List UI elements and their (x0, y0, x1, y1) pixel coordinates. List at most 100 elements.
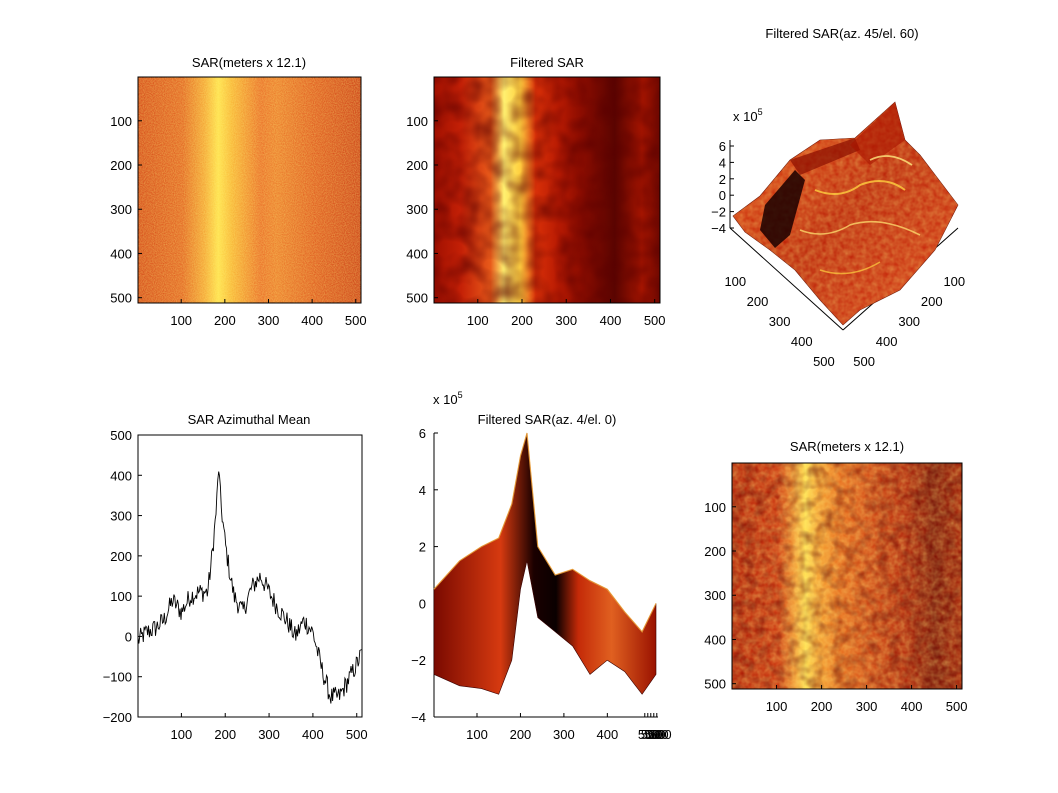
tick-label: 100 (406, 114, 428, 129)
tick-label: 300 (555, 313, 577, 328)
tick-label: 500 (638, 727, 660, 742)
tick-label: 500 (641, 727, 663, 742)
tick-label: 0 (125, 629, 132, 644)
tick-label: 100 (467, 313, 489, 328)
tick-label: 500 (853, 354, 875, 369)
tick-label: 300 (704, 588, 726, 603)
tick-label: 6 (719, 139, 726, 154)
tick-label: 4 (419, 483, 426, 498)
axes-frame (137, 76, 362, 304)
tick-label: 300 (856, 699, 878, 714)
tick-label: 400 (301, 313, 323, 328)
tick-label: 100 (110, 589, 132, 604)
panel-title: SAR(meters x 12.1) (790, 439, 904, 454)
tick-label: −100 (103, 670, 132, 685)
tick-label: −200 (103, 710, 132, 725)
heatmap-image (434, 77, 660, 303)
tick-label: 300 (898, 314, 920, 329)
tick-label: 100 (171, 727, 193, 742)
tick-label: −4 (711, 221, 726, 236)
tick-label: 500 (644, 313, 666, 328)
tick-label: 0 (719, 188, 726, 203)
panel-surface-az4: x 105 Filtered SAR(az. 4/el. 0) 6 4 2 0 −2 −4… (411, 390, 671, 742)
tick-label: 400 (791, 334, 813, 349)
panel-filtered-sar: Filtered SAR 100 200 300 400 500 100 200 300 40… (406, 55, 665, 328)
tick-label: 100 (766, 699, 788, 714)
tick-label: 500 (406, 291, 428, 306)
panel-title: Filtered SAR (510, 55, 584, 70)
scale-factor: x 105 (433, 390, 463, 407)
tick-label: 400 (302, 727, 324, 742)
tick-label: 200 (510, 727, 532, 742)
tick-label: 300 (553, 727, 575, 742)
tick-label: 300 (406, 202, 428, 217)
tick-label: 300 (110, 509, 132, 524)
y-axis: 100 200 300 400 500 (406, 114, 438, 306)
tick-label: 100 (170, 313, 192, 328)
axes-frame (433, 76, 661, 304)
tick-label: 200 (406, 158, 428, 173)
y-axis: 6 4 2 0 −2 −4 (411, 426, 438, 725)
scale-factor: x 105 (733, 107, 763, 124)
surface-plot (433, 432, 657, 695)
y-axis: 100 200 300 400 500 (110, 114, 142, 306)
tick-label: 4 (719, 155, 726, 170)
panel-title: Filtered SAR(az. 45/el. 60) (765, 26, 918, 41)
tick-label: −2 (411, 653, 426, 668)
panel-azimuthal-mean: SAR Azimuthal Mean 500 400 300 200 100 0 −100 −… (103, 412, 368, 742)
panel-surface-az45: Filtered SAR(az. 45/el. 60) x 105 64 20 −2… (711, 26, 965, 369)
tick-label: 300 (769, 314, 791, 329)
tick-label: 0 (419, 596, 426, 611)
tick-label: 200 (214, 313, 236, 328)
x-axis: 100 200 300 400 500 (171, 713, 368, 742)
tick-label: 300 (258, 727, 280, 742)
tick-label: 300 (258, 313, 280, 328)
tick-label: 400 (901, 699, 923, 714)
x-axis: 100 200 300 400 500 (766, 685, 967, 714)
tick-label: 500 (647, 727, 669, 742)
panel-title: Filtered SAR(az. 4/el. 0) (478, 412, 617, 427)
tick-label: 400 (600, 313, 622, 328)
tick-label: 100 (943, 274, 965, 289)
tick-label: 200 (747, 294, 769, 309)
tick-label: −4 (411, 710, 426, 725)
axes-frame (137, 434, 363, 718)
tick-label: 400 (704, 632, 726, 647)
tick-label: 200 (811, 699, 833, 714)
tick-label: 500 (650, 727, 672, 742)
heatmap-image (138, 77, 361, 303)
y-axis: 100 200 300 400 500 (704, 500, 736, 692)
panel-sar-raw: SAR(meters x 12.1) 100 200 300 400 500 100 20… (110, 55, 366, 328)
x-axis: 100 200 300 400 500 (467, 299, 666, 328)
surface-plot (732, 101, 959, 326)
z-axis: 64 20 −2−4 (711, 139, 734, 236)
tick-label: 2 (419, 540, 426, 555)
tick-label: 400 (110, 468, 132, 483)
tick-label: 500 (704, 677, 726, 692)
tick-label: 500 (345, 313, 367, 328)
tick-label: 500 (644, 727, 666, 742)
tick-label: 200 (110, 158, 132, 173)
tick-label: 200 (110, 549, 132, 564)
tick-label: 500 (110, 291, 132, 306)
tick-label: 500 (110, 428, 132, 443)
tick-label: 400 (406, 246, 428, 261)
tick-label: 6 (419, 426, 426, 441)
tick-label: 2 (719, 172, 726, 187)
x-axis: 100 200 300 400 500 (170, 299, 367, 328)
panel-title: SAR Azimuthal Mean (188, 412, 311, 427)
tick-label: 500 (346, 727, 368, 742)
mean-line-series (137, 471, 362, 704)
heatmap-image (732, 463, 962, 689)
tick-label: 100 (466, 727, 488, 742)
tick-label: 200 (511, 313, 533, 328)
panel-title: SAR(meters x 12.1) (192, 55, 306, 70)
tick-label: 200 (921, 294, 943, 309)
tick-label: −2 (711, 205, 726, 220)
tick-label: 200 (214, 727, 236, 742)
axes-frame (731, 462, 963, 690)
